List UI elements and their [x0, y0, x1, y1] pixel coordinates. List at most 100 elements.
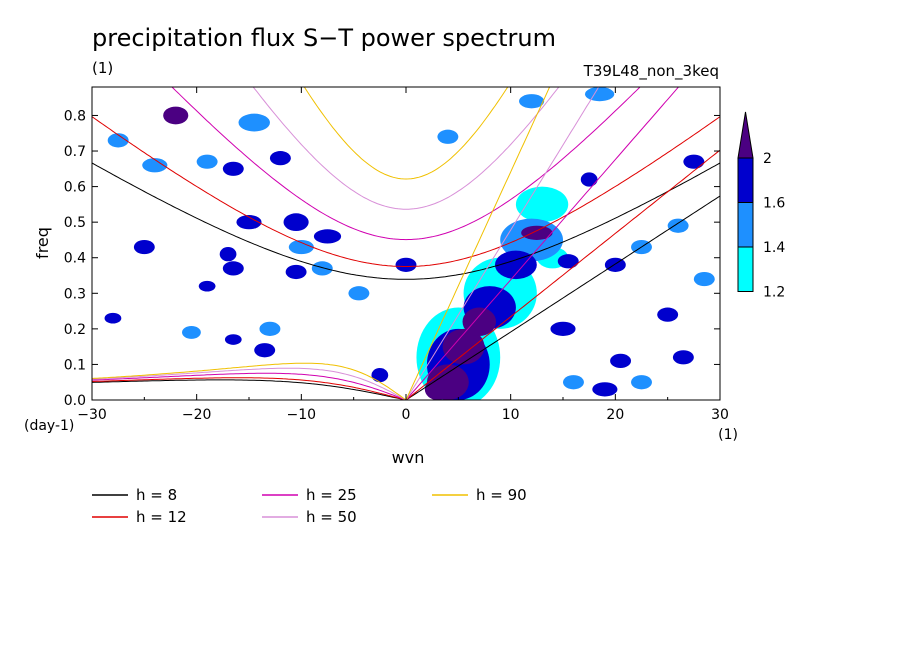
rossby-curve: [92, 379, 407, 400]
gravity-wave-curve: [92, 162, 720, 280]
kelvin-curve: [405, 87, 551, 400]
contour-blob: [238, 113, 270, 132]
rossby-curve: [92, 372, 407, 400]
x-tick-label: −20: [182, 407, 212, 423]
contour-blob: [395, 257, 417, 272]
kelvin-curve: [405, 87, 600, 400]
contour-blob: [631, 375, 652, 390]
contour-blob: [521, 225, 553, 240]
colorbar-label: 1.2: [763, 285, 785, 301]
colorbar-label: 1.4: [763, 240, 785, 256]
contour-blob: [196, 154, 218, 169]
legend: h = 8 h = 12 h = 25 h = 50 h = 90: [92, 486, 527, 526]
contour-blob: [519, 94, 545, 109]
contour-blob: [163, 106, 189, 125]
contour-blob: [313, 229, 342, 244]
contour-blob: [683, 154, 705, 169]
x-tick-label: −10: [287, 407, 317, 423]
legend-label: h = 8: [136, 486, 177, 504]
contour-blob: [182, 326, 201, 339]
rossby-curve: [92, 362, 407, 400]
contour-blob: [604, 257, 626, 272]
dispersion-curve-layer: [92, 87, 720, 400]
contour-blob: [667, 218, 689, 233]
rossby-curve: [92, 367, 407, 400]
contour-blob: [285, 264, 307, 280]
y-axis-label: freq: [33, 227, 52, 259]
y-tick-label: 0.2: [64, 322, 86, 338]
x-unit-label: (1): [718, 427, 738, 443]
colorbar-segment: [737, 157, 754, 203]
contour-blob: [494, 250, 537, 280]
contour-blob: [348, 286, 370, 301]
contour-blob: [269, 151, 291, 166]
kelvin-curve: [405, 87, 680, 400]
x-tick-label: 0: [402, 407, 411, 423]
gravity-wave-curve: [303, 87, 509, 180]
x-axis: −30 −20 −10 0 10 20 30: [77, 87, 729, 423]
contour-blob: [371, 367, 389, 383]
gravity-wave-curve: [252, 87, 560, 210]
contour-blob: [311, 261, 333, 276]
y-tick-label: 0.8: [64, 108, 86, 124]
contour-blob: [133, 239, 155, 255]
legend-label: h = 90: [476, 486, 527, 504]
contour-blob: [222, 161, 244, 176]
gravity-wave-curve: [171, 87, 641, 241]
contour-blob: [693, 271, 715, 287]
y-tick-label: 0.6: [64, 180, 86, 196]
y-tick-label: 0.5: [64, 215, 86, 231]
contour-blob: [557, 254, 579, 269]
chart-title: precipitation flux S−T power spectrum: [92, 24, 556, 52]
contour-blob: [672, 350, 694, 365]
x-tick-label: −30: [77, 407, 107, 423]
y-tick-label: 0.1: [64, 357, 86, 373]
contour-blob: [259, 321, 281, 336]
subtitle-left: (1): [92, 59, 113, 77]
legend-label: h = 25: [306, 486, 357, 504]
contour-blob: [104, 312, 122, 324]
contour-blob: [142, 158, 168, 173]
colorbar-segment: [737, 246, 754, 292]
y-tick-label: 0.3: [64, 286, 86, 302]
legend-label: h = 12: [136, 508, 187, 526]
x-tick-label: 10: [502, 407, 520, 423]
contour-blob: [584, 87, 615, 102]
contour-blob: [283, 213, 309, 232]
plot-background: [92, 87, 720, 400]
contour-blob: [107, 133, 129, 148]
contour-blob: [219, 247, 237, 262]
colorbar-segment: [737, 202, 754, 248]
colorbar: 2 1.6 1.4 1.2: [737, 111, 785, 301]
kelvin-curve: [405, 149, 720, 400]
contour-blob: [462, 307, 497, 336]
contour-blob: [550, 321, 576, 336]
colorbar-label: 2: [763, 151, 772, 167]
gravity-wave-curve: [92, 116, 720, 267]
rossby-curve: [92, 377, 407, 400]
y-tick-label: 0.4: [64, 251, 86, 267]
y-tick-label: 0.0: [64, 393, 86, 409]
y-unit-label: (day-1): [24, 418, 74, 434]
y-axis: 0.0 0.1 0.2 0.3 0.4 0.5 0.6 0.7 0.8: [64, 108, 720, 409]
contour-blob: [224, 334, 242, 345]
contour-blob: [288, 239, 314, 255]
legend-label: h = 50: [306, 508, 357, 526]
contour-blob: [198, 280, 216, 292]
x-axis-label: wvn: [392, 448, 425, 467]
y-tick-label: 0.7: [64, 144, 86, 160]
colorbar-arrow: [737, 111, 754, 159]
contour-blob: [515, 186, 569, 223]
contour-blob: [610, 353, 632, 368]
contour-blob: [592, 382, 618, 397]
contour-blob: [236, 215, 262, 230]
colorbar-label: 1.6: [763, 196, 785, 212]
contour-blob: [437, 129, 459, 144]
contour-blob: [222, 261, 244, 276]
subtitle-right: T39L48_non_3keq: [583, 62, 719, 81]
x-tick-label: 30: [711, 407, 729, 423]
contour-blob: [657, 307, 679, 322]
contour-blob: [563, 375, 584, 390]
